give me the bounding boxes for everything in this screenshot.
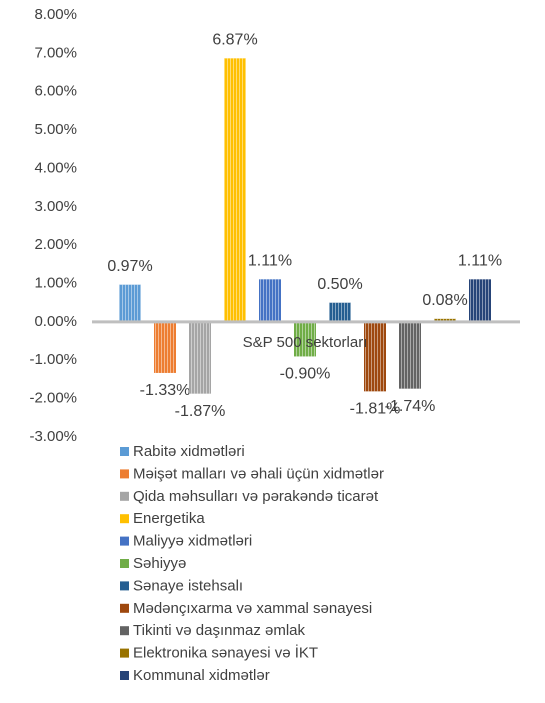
legend-label: Qida məhsulları və pərakəndə ticarət	[133, 488, 379, 505]
legend-swatch	[120, 581, 129, 591]
legend-label: Mədənçıxarma və xammal sənayesi	[133, 600, 372, 617]
legend-swatch	[120, 469, 129, 479]
data-label: -1.74%	[385, 398, 436, 415]
y-tick-label: 7.00%	[34, 44, 77, 61]
y-tick-label: -2.00%	[29, 390, 77, 407]
legend-label: Kommunal xidmətlər	[133, 667, 270, 684]
bar-texture	[469, 279, 491, 322]
data-label: -0.90%	[280, 366, 331, 383]
data-label: 1.11%	[458, 253, 502, 270]
legend-swatch	[120, 536, 129, 546]
legend-label: Energetika	[133, 510, 205, 527]
y-tick-label: -3.00%	[29, 428, 77, 445]
legend-swatch	[120, 559, 129, 568]
y-tick-label: 2.00%	[34, 236, 77, 253]
legend-label: Səhiyyə	[133, 555, 186, 572]
bar-texture	[154, 321, 176, 373]
data-label: 0.97%	[107, 258, 152, 275]
bar-texture	[189, 321, 211, 394]
y-tick-label: -1.00%	[29, 351, 77, 368]
bar-texture	[364, 321, 386, 392]
y-tick-label: 0.00%	[34, 313, 77, 330]
bar-texture	[224, 58, 246, 322]
y-tick-label: 5.00%	[34, 121, 77, 138]
y-tick-label: 4.00%	[34, 159, 77, 176]
legend-label: Sənaye istehsalı	[133, 577, 243, 594]
legend-label: Tikinti və daşınmaz əmlak	[133, 622, 306, 639]
legend-swatch	[120, 447, 129, 456]
data-label: 6.87%	[212, 32, 257, 49]
legend-swatch	[120, 671, 129, 680]
bar-texture	[259, 279, 281, 322]
data-label: -1.33%	[140, 382, 191, 399]
legend-label: Məişət malları və əhali üçün xidmətlər	[133, 465, 384, 482]
bar-texture	[294, 321, 316, 357]
y-tick-label: 8.00%	[34, 6, 77, 23]
data-label: 0.08%	[422, 292, 467, 309]
data-label: 1.11%	[248, 253, 292, 270]
data-label: -1.87%	[175, 403, 226, 420]
bar-texture	[434, 318, 456, 322]
data-label: -1.81%	[350, 401, 401, 418]
y-tick-label: 3.00%	[34, 198, 77, 215]
legend-label: Rabitə xidmətləri	[133, 443, 245, 460]
legend-swatch	[120, 514, 129, 524]
legend-swatch	[120, 626, 129, 636]
bar-texture	[329, 302, 351, 322]
legend-label: Maliyyə xidmətləri	[133, 533, 252, 550]
legend-swatch	[120, 603, 129, 613]
bar-texture	[119, 284, 141, 322]
legend-swatch	[120, 491, 129, 501]
data-label: 0.50%	[317, 276, 362, 293]
y-tick-label: 1.00%	[34, 275, 77, 292]
category-label: S&P 500 sektorları	[243, 334, 368, 351]
bar-texture	[399, 321, 421, 389]
legend-label: Elektronika sənayesi və İKT	[133, 644, 318, 662]
y-tick-label: 6.00%	[34, 83, 77, 100]
legend-swatch	[120, 648, 129, 658]
